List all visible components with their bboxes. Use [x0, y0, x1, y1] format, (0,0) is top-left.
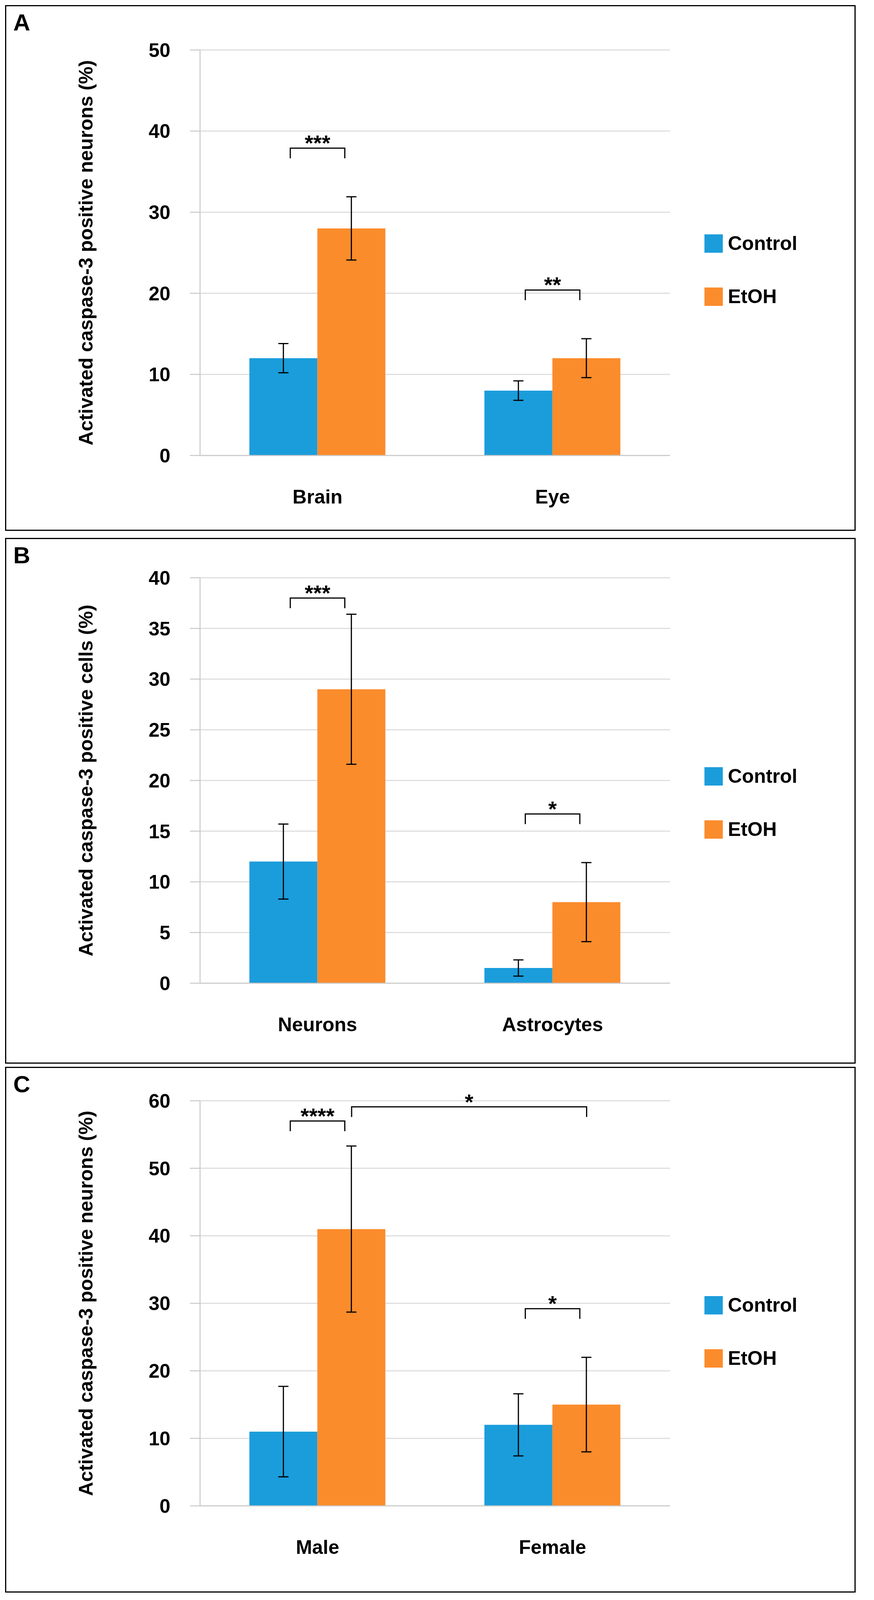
svg-text:40: 40	[148, 1225, 171, 1248]
svg-text:B: B	[13, 542, 31, 569]
svg-text:Activated caspase-3 positive n: Activated caspase-3 positive neurons (%)	[75, 60, 97, 446]
html-text:EtOH: EtOH	[727, 1347, 777, 1370]
svg-text:25: 25	[148, 719, 171, 742]
svg-text:5: 5	[159, 922, 171, 944]
svg-text:15: 15	[148, 820, 171, 843]
svg-text:20: 20	[148, 770, 171, 792]
html-text:Control: Control	[727, 1294, 798, 1317]
svg-text:50: 50	[148, 39, 171, 62]
svg-text:40: 40	[148, 120, 171, 143]
html-text:EtOH: EtOH	[727, 285, 777, 308]
html-text:Control: Control	[727, 232, 798, 255]
svg-text:Neurons: Neurons	[277, 1013, 358, 1036]
svg-text:30: 30	[148, 201, 171, 224]
svg-text:Female: Female	[518, 1536, 587, 1559]
svg-text:30: 30	[148, 668, 171, 691]
svg-text:Eye: Eye	[535, 486, 571, 508]
svg-text:Activated caspase-3 positive n: Activated caspase-3 positive neurons (%)	[75, 1110, 97, 1496]
html-text:EtOH: EtOH	[727, 818, 777, 841]
svg-text:60: 60	[148, 1090, 171, 1113]
svg-text:Brain: Brain	[292, 486, 343, 508]
svg-text:20: 20	[148, 1360, 171, 1383]
svg-text:30: 30	[148, 1292, 171, 1315]
svg-text:*: *	[464, 1089, 474, 1115]
svg-text:****: ****	[300, 1103, 335, 1129]
svg-text:Male: Male	[295, 1536, 340, 1559]
svg-text:10: 10	[148, 871, 171, 894]
svg-text:***: ***	[304, 130, 331, 156]
svg-text:35: 35	[148, 618, 171, 640]
svg-text:40: 40	[148, 567, 171, 590]
svg-text:*: *	[548, 796, 557, 822]
svg-text:10: 10	[148, 1428, 171, 1450]
svg-text:*: *	[548, 1291, 557, 1316]
svg-text:Astrocytes: Astrocytes	[502, 1013, 603, 1036]
svg-text:Activated caspase-3 positive c: Activated caspase-3 positive cells (%)	[75, 604, 97, 957]
svg-text:**: **	[543, 272, 562, 297]
html-text:Control: Control	[727, 765, 798, 788]
svg-text:10: 10	[148, 363, 171, 386]
svg-text:***: ***	[304, 580, 331, 606]
svg-text:0: 0	[159, 445, 171, 467]
svg-text:A: A	[13, 9, 31, 36]
svg-text:20: 20	[148, 282, 171, 305]
svg-text:C: C	[13, 1071, 31, 1098]
svg-text:0: 0	[159, 1495, 171, 1518]
svg-text:0: 0	[159, 972, 171, 995]
svg-text:50: 50	[148, 1158, 171, 1180]
